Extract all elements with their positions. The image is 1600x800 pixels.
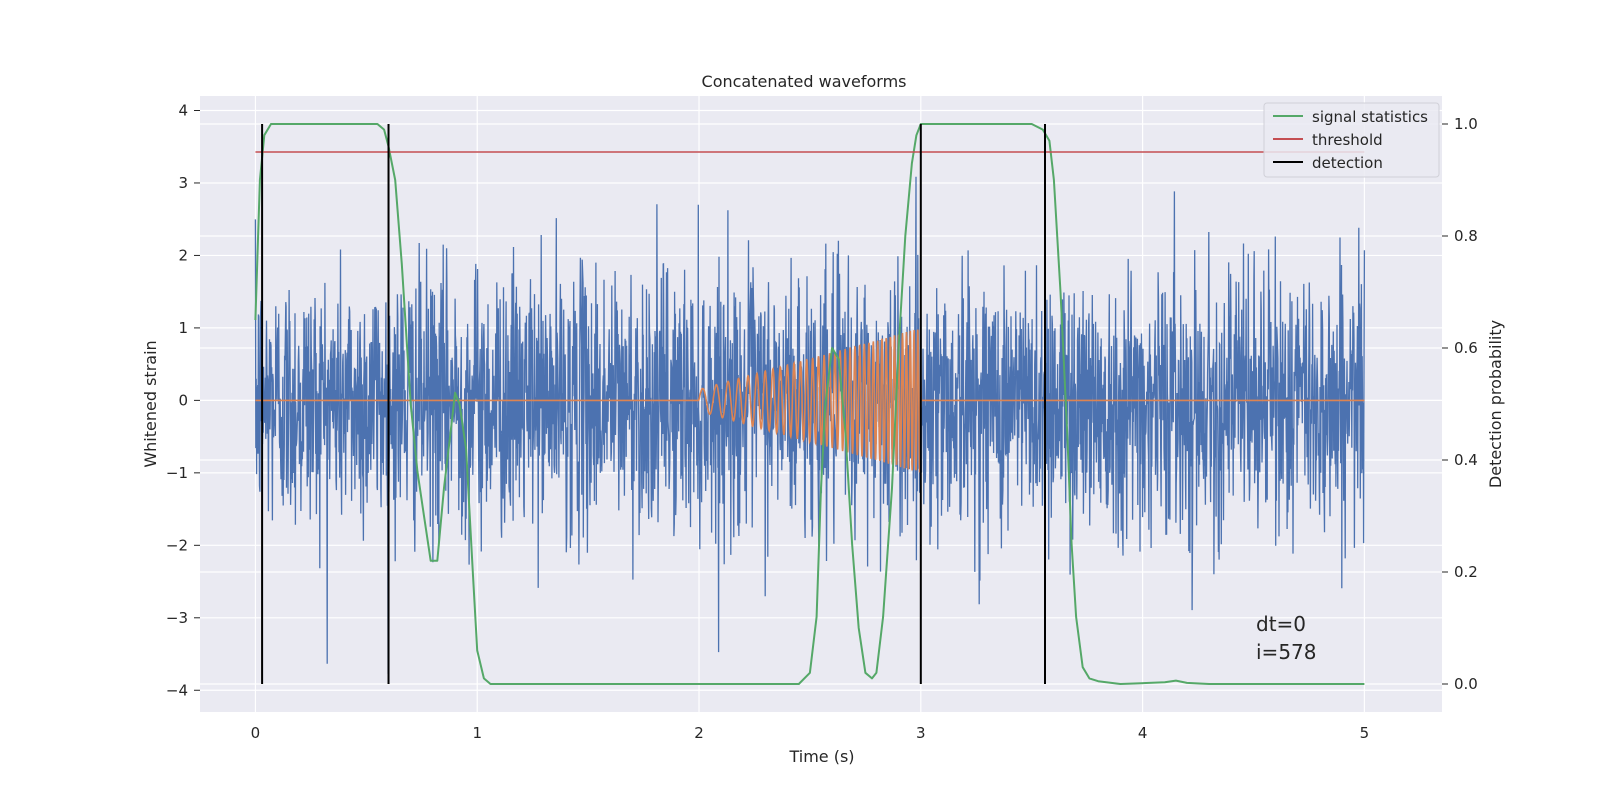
x-tick-label: 1 — [472, 724, 482, 742]
right-y-tick-label: 0.4 — [1454, 451, 1478, 469]
legend-label-detection: detection — [1312, 154, 1383, 172]
x-tick-label: 0 — [251, 724, 261, 742]
strain-noise-line — [254, 176, 1366, 674]
left-y-tick-label: 2 — [178, 246, 188, 264]
left-y-tick-label: 1 — [178, 319, 188, 337]
x-tick-label: 5 — [1360, 724, 1370, 742]
x-tick-labels: 0 1 2 3 4 5 — [251, 724, 1369, 742]
waveform-line — [255, 329, 1365, 473]
left-y-tick-label: −4 — [166, 681, 188, 699]
right-y-tick-labels: 0.0 0.2 0.4 0.6 0.8 1.0 — [1442, 115, 1478, 693]
strain-noise-series — [254, 176, 1366, 674]
legend-label-signal-statistics: signal statistics — [1312, 108, 1428, 126]
annotation-dt: dt=0 — [1256, 612, 1306, 636]
left-y-tick-label: −1 — [166, 464, 188, 482]
x-tick-label: 4 — [1138, 724, 1148, 742]
left-y-tick-label: 4 — [178, 101, 188, 119]
chart-title: Concatenated waveforms — [702, 72, 907, 91]
detection-series — [261, 124, 1047, 684]
left-y-tick-label: 3 — [178, 174, 188, 192]
legend-label-threshold: threshold — [1312, 131, 1383, 149]
x-tick-label: 3 — [916, 724, 926, 742]
signal-statistics-line — [254, 123, 1365, 685]
x-tick-label: 2 — [694, 724, 704, 742]
left-y-tick-label: 0 — [178, 391, 188, 409]
signal-statistics-series — [254, 123, 1365, 685]
right-y-tick-label: 0.2 — [1454, 563, 1478, 581]
left-y-tick-labels: −4 −3 −2 −1 0 1 2 3 4 — [166, 101, 200, 699]
right-y-axis-label: Detection probability — [1486, 320, 1505, 488]
x-axis-label: Time (s) — [788, 747, 854, 766]
right-y-tick-label: 0.8 — [1454, 227, 1478, 245]
annotation-index: i=578 — [1256, 640, 1317, 664]
right-y-tick-label: 0.6 — [1454, 339, 1478, 357]
left-y-axis-label: Whitened strain — [141, 340, 160, 467]
legend: signal statistics threshold detection — [1263, 102, 1440, 178]
left-y-tick-label: −3 — [166, 609, 188, 627]
right-y-tick-label: 0.0 — [1454, 675, 1478, 693]
right-y-tick-label: 1.0 — [1454, 115, 1478, 133]
legend-box — [1263, 102, 1440, 178]
left-y-tick-label: −2 — [166, 536, 188, 554]
waveform-series — [255, 329, 1365, 473]
